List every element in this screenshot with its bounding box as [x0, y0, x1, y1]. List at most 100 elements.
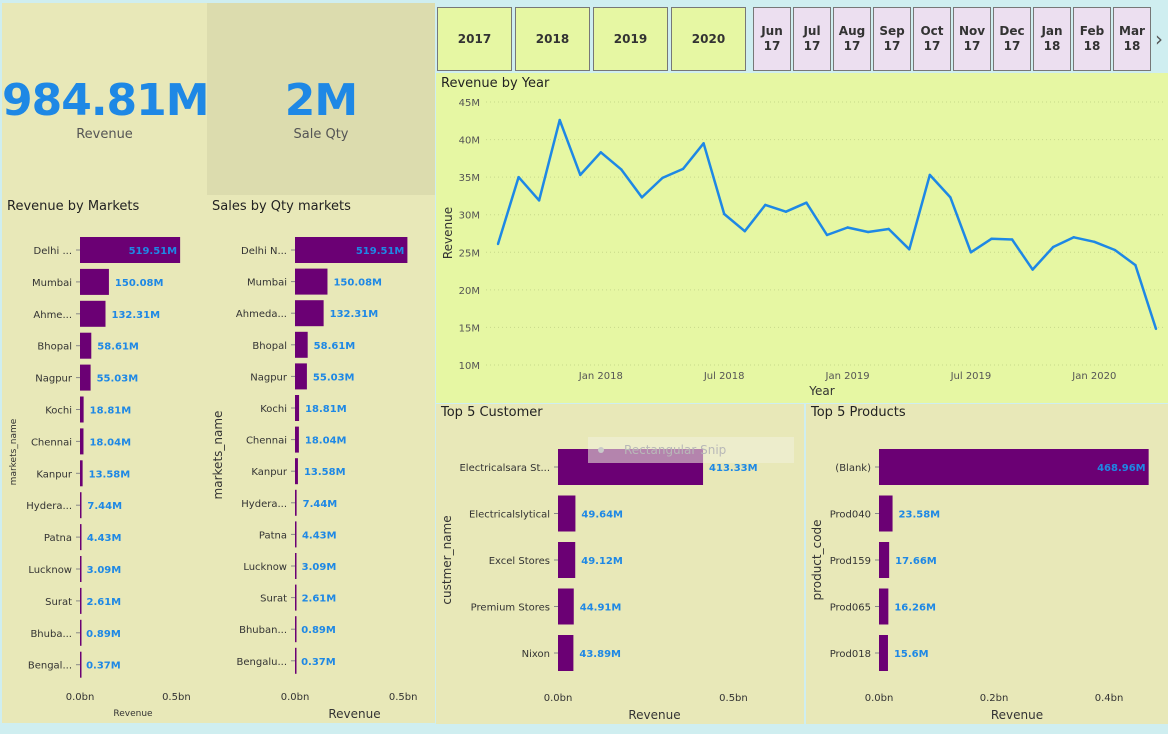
category-label: Delhi ... — [34, 246, 72, 257]
month-slicer-sep-17[interactable]: Sep 17 — [873, 7, 911, 71]
data-point[interactable] — [1093, 240, 1096, 243]
data-point[interactable] — [928, 173, 932, 177]
data-point[interactable] — [517, 175, 520, 179]
month-slicer-oct-17[interactable]: Oct 17 — [913, 7, 951, 71]
data-point[interactable] — [702, 142, 705, 145]
data-point[interactable] — [825, 233, 829, 237]
data-point[interactable] — [599, 151, 603, 154]
bar[interactable] — [295, 363, 307, 390]
month-slicer-nov-17[interactable]: Nov 17 — [953, 7, 991, 71]
month-slicer-aug-17[interactable]: Aug 17 — [833, 7, 871, 71]
category-label: Prod018 — [830, 649, 871, 660]
bar[interactable] — [80, 364, 91, 391]
bar[interactable] — [558, 495, 576, 532]
data-point[interactable] — [579, 173, 582, 177]
data-point[interactable] — [743, 230, 746, 233]
data-point[interactable] — [866, 230, 870, 234]
year-slicer-2017[interactable]: 2017 — [437, 7, 512, 71]
bar[interactable] — [295, 300, 324, 327]
bar[interactable] — [80, 587, 82, 614]
data-label: 58.61M — [314, 341, 356, 352]
bar[interactable] — [295, 489, 297, 516]
sales-by-qty-chart[interactable]: Delhi N... 519.51M Mumbai 150.08M Ahmeda... 1… — [207, 220, 435, 723]
data-point[interactable] — [558, 118, 561, 122]
bar[interactable] — [558, 588, 574, 625]
data-point[interactable] — [681, 167, 685, 171]
bar[interactable] — [80, 396, 84, 423]
bar[interactable] — [295, 395, 300, 421]
data-point[interactable] — [640, 196, 644, 199]
year-slicer-2019[interactable]: 2019 — [593, 7, 668, 71]
bar[interactable] — [80, 556, 82, 582]
bar[interactable] — [295, 521, 297, 548]
year-slicer-2018[interactable]: 2018 — [515, 7, 590, 71]
data-point[interactable] — [764, 203, 767, 207]
data-point[interactable] — [620, 168, 623, 171]
bar[interactable] — [80, 332, 92, 359]
month-slicer-mar-18[interactable]: Mar 18 — [1113, 7, 1151, 71]
x-tick-label: 0.5bn — [162, 692, 191, 703]
data-point[interactable] — [887, 227, 890, 231]
year-slicer-2020[interactable]: 2020 — [671, 7, 746, 71]
data-point[interactable] — [784, 210, 788, 213]
data-point[interactable] — [1134, 263, 1137, 267]
data-point[interactable] — [846, 226, 849, 229]
bar[interactable] — [80, 460, 83, 487]
category-label: Prod040 — [830, 510, 871, 521]
month-slicer-jan-18[interactable]: Jan 18 — [1033, 7, 1071, 71]
bar[interactable] — [295, 331, 308, 358]
revenue-series-line[interactable] — [496, 118, 1158, 330]
month-slicer-dec-17[interactable]: Dec 17 — [993, 7, 1031, 71]
bar[interactable] — [879, 449, 1149, 485]
top5-products-title: Top 5 Products — [811, 405, 906, 420]
bar[interactable] — [879, 635, 888, 671]
bar[interactable] — [879, 588, 889, 625]
top5-customer-chart[interactable]: Electricalsara St... 413.33M Electricalsly… — [436, 404, 804, 724]
bar[interactable] — [295, 426, 299, 453]
bar[interactable] — [295, 237, 408, 263]
data-point[interactable] — [969, 251, 973, 254]
data-point[interactable] — [1010, 238, 1014, 241]
x-tick-label: 0.0bn — [544, 693, 573, 704]
data-point[interactable] — [908, 248, 911, 251]
data-point[interactable] — [537, 199, 541, 202]
month-slicer-jun-17[interactable]: Jun 17 — [753, 7, 791, 71]
data-point[interactable] — [496, 242, 500, 246]
bar[interactable] — [295, 268, 328, 295]
bar[interactable] — [80, 237, 181, 263]
bar[interactable] — [80, 300, 106, 327]
data-point[interactable] — [1051, 245, 1055, 249]
data-point[interactable] — [722, 212, 726, 216]
data-point[interactable] — [1072, 236, 1075, 239]
revenue-by-markets-chart[interactable]: Delhi ... 519.51M Mumbai 150.08M Ahme... 132.… — [2, 220, 207, 723]
bar[interactable] — [295, 616, 297, 643]
data-point[interactable] — [805, 201, 808, 204]
data-label: 13.58M — [304, 467, 346, 478]
bar[interactable] — [80, 268, 109, 295]
data-point[interactable] — [990, 237, 993, 240]
bar[interactable] — [558, 542, 576, 578]
data-point[interactable] — [949, 196, 952, 199]
bar[interactable] — [80, 619, 82, 646]
bar[interactable] — [879, 542, 890, 578]
month-slicer-jul-17[interactable]: Jul 17 — [793, 7, 831, 71]
chevron-right-icon[interactable]: › — [1155, 27, 1163, 51]
data-point[interactable] — [1154, 327, 1158, 331]
bar[interactable] — [80, 524, 82, 551]
revenue-by-year-chart[interactable]: 10M 15M 20M 25M 30M 35M 40M 45M Jan 2018 Jul 2018… — [436, 73, 1168, 403]
top5-products-chart[interactable]: (Blank) 468.96M Prod040 23.58M Prod159 17.66M… — [806, 404, 1168, 724]
data-point[interactable] — [1031, 268, 1034, 271]
bar[interactable] — [295, 647, 297, 674]
bar[interactable] — [80, 428, 84, 455]
data-point[interactable] — [1113, 248, 1117, 252]
bar[interactable] — [558, 635, 574, 671]
category-label: Hydera... — [241, 499, 287, 510]
bar[interactable] — [879, 495, 893, 532]
bar[interactable] — [295, 584, 297, 611]
bar[interactable] — [80, 492, 82, 519]
bar[interactable] — [295, 458, 298, 485]
bar[interactable] — [295, 553, 297, 579]
bar[interactable] — [80, 651, 82, 678]
month-slicer-feb-18[interactable]: Feb 18 — [1073, 7, 1111, 71]
data-point[interactable] — [661, 176, 664, 180]
